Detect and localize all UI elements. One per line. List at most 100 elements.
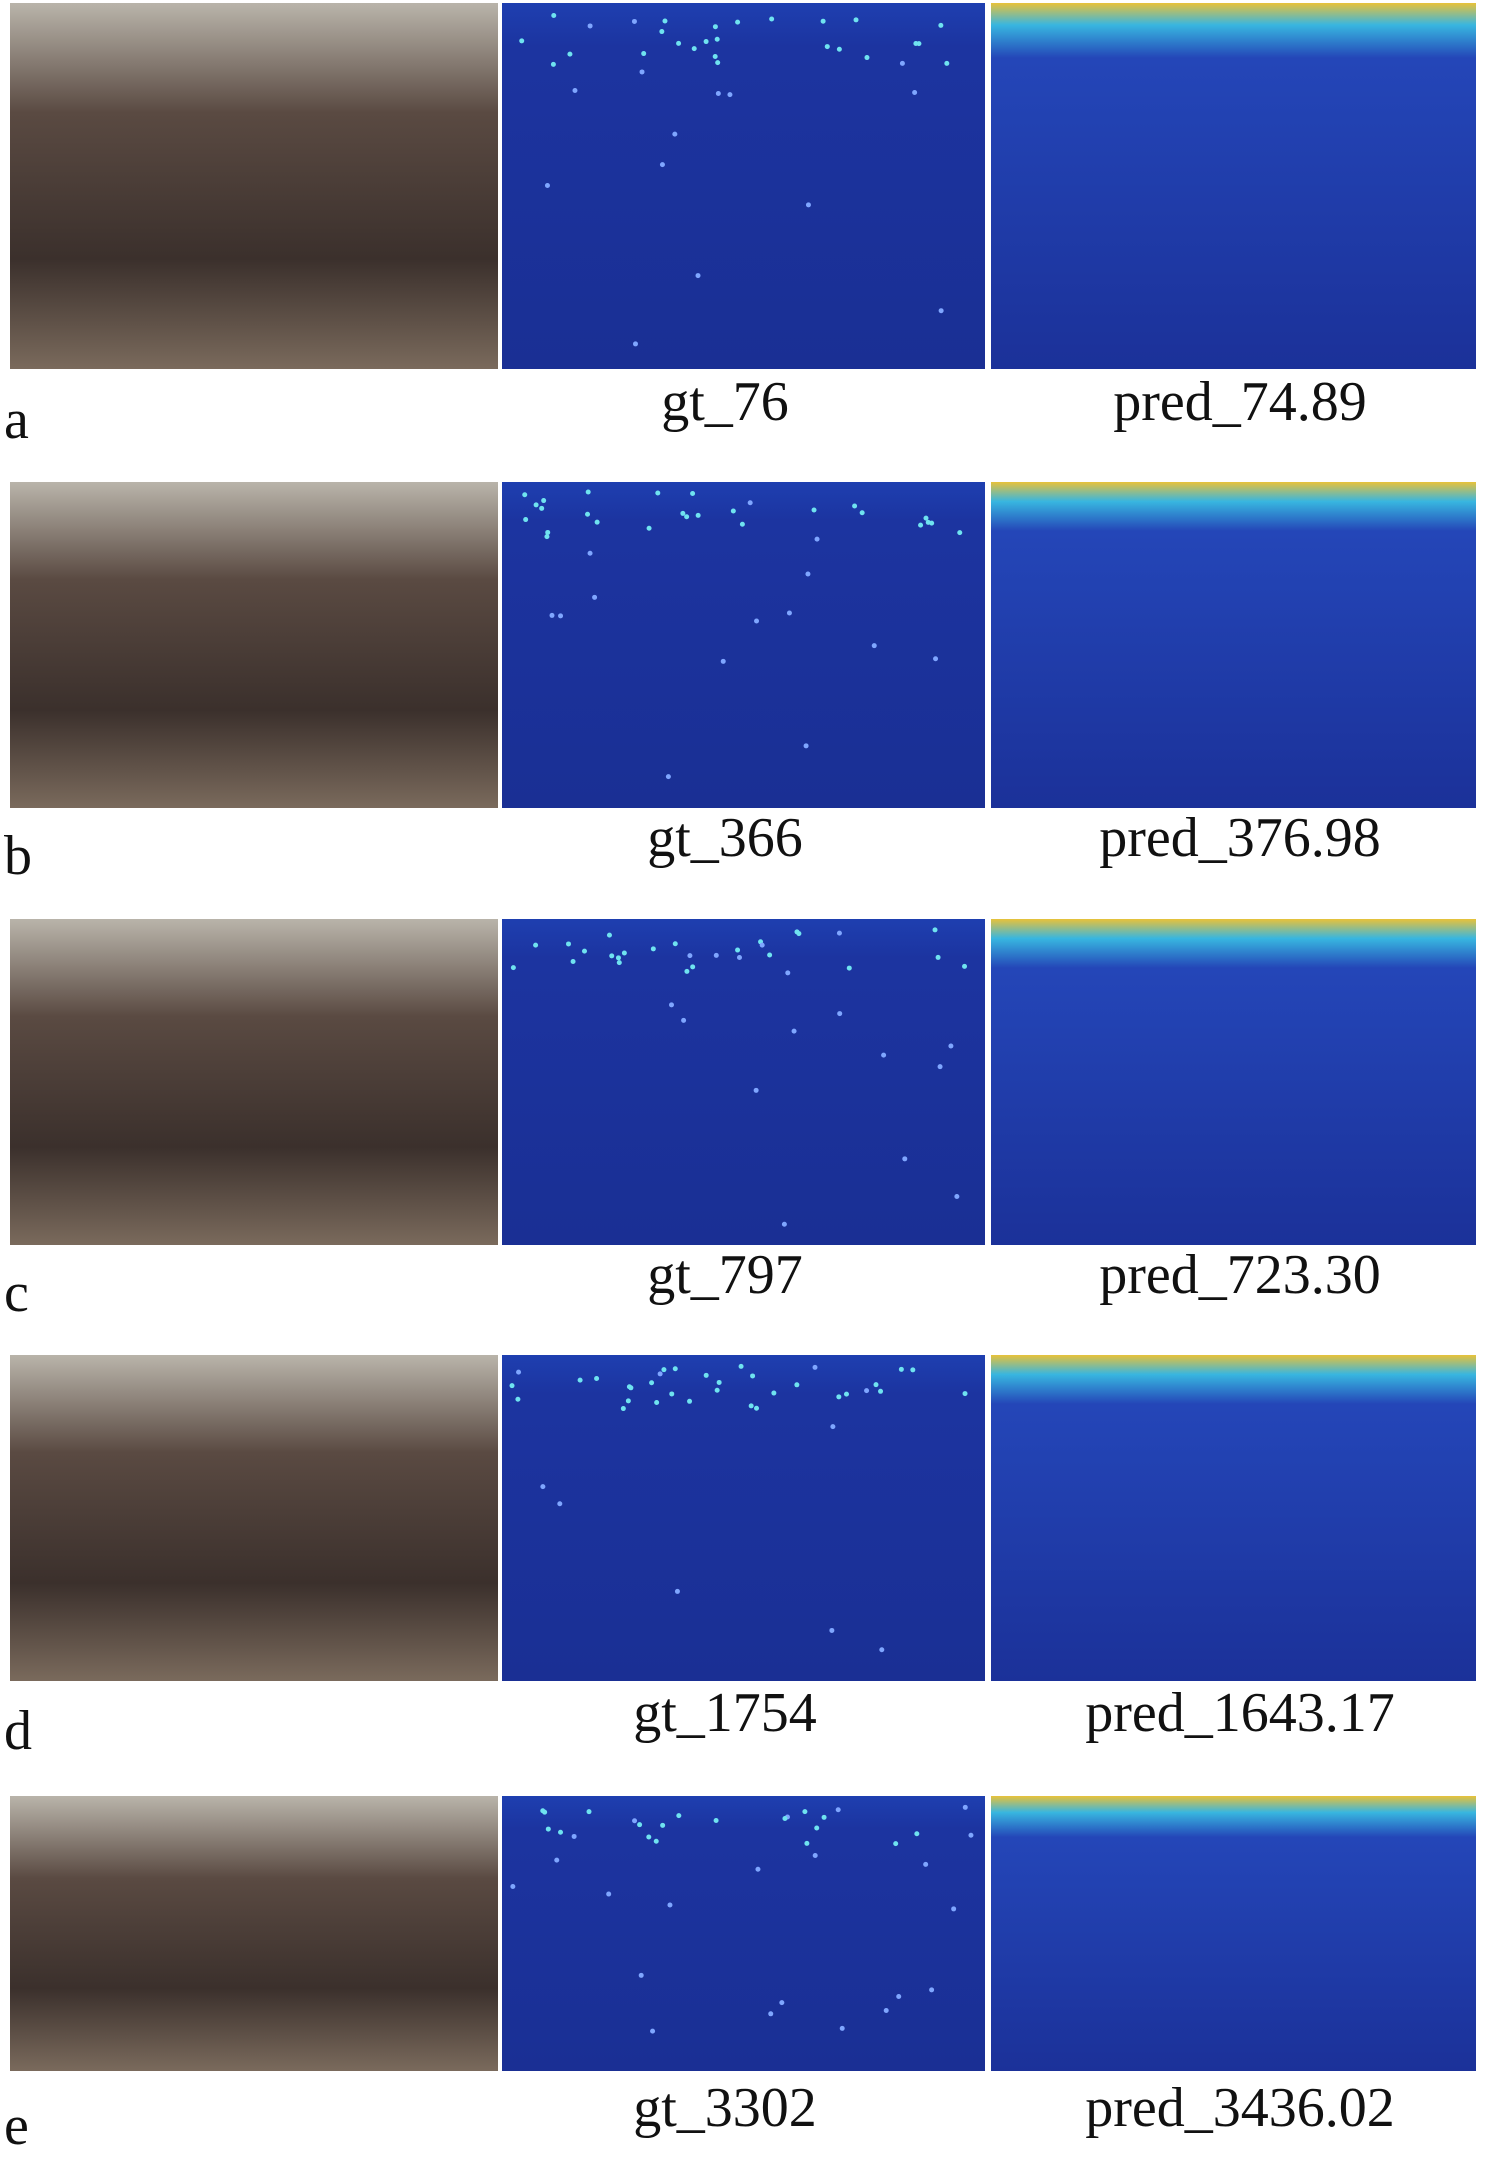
- density-dot: [660, 1822, 666, 1828]
- crowd-photo: [10, 1355, 498, 1681]
- density-dot: [545, 1826, 551, 1832]
- density-dot: [812, 1364, 818, 1370]
- density-dot: [730, 508, 736, 514]
- density-dot: [684, 514, 690, 520]
- density-dot: [523, 517, 529, 523]
- density-dot: [748, 1403, 754, 1409]
- density-dot: [549, 612, 555, 618]
- density-dot: [912, 90, 918, 96]
- density-dot: [878, 1388, 884, 1394]
- density-dot: [786, 610, 792, 616]
- density-dot: [837, 1011, 843, 1017]
- density-dot: [653, 1838, 659, 1844]
- density-dot: [616, 960, 622, 966]
- density-dot: [510, 965, 516, 971]
- density-dot: [570, 959, 576, 965]
- density-dot: [929, 520, 935, 526]
- prediction-map: [991, 482, 1476, 808]
- density-dot: [754, 1405, 760, 1411]
- predicted-count: pred_74.89: [1113, 371, 1367, 433]
- density-dot: [637, 1822, 643, 1828]
- density-dot: [735, 947, 741, 953]
- ground-truth-count: gt_76: [661, 371, 789, 433]
- density-dot: [750, 1373, 756, 1379]
- density-dot: [859, 510, 865, 516]
- density-dot: [962, 963, 968, 969]
- row-label: d: [4, 1700, 32, 1762]
- row-label: a: [4, 389, 29, 451]
- density-dot: [794, 929, 800, 935]
- density-dot: [881, 1052, 887, 1058]
- density-dot: [672, 131, 678, 137]
- density-dot: [681, 1017, 687, 1023]
- density-dot: [843, 1391, 849, 1397]
- crowd-photo: [10, 482, 498, 808]
- density-dot: [641, 51, 647, 57]
- density-dot: [662, 18, 668, 24]
- density-dot: [691, 46, 697, 52]
- density-dot: [910, 1367, 916, 1373]
- density-dot: [558, 1829, 564, 1835]
- density-dot: [594, 1376, 600, 1382]
- density-dot: [768, 2011, 774, 2017]
- density-dot: [824, 44, 830, 50]
- density-dot: [539, 505, 545, 511]
- ground-truth-count: gt_1754: [633, 1682, 817, 1744]
- density-dot: [814, 1825, 820, 1831]
- density-dot: [830, 1424, 836, 1430]
- density-dot: [544, 534, 550, 540]
- density-dot: [929, 1987, 935, 1993]
- density-dot: [659, 29, 665, 35]
- density-dot: [657, 1371, 663, 1377]
- density-dot: [669, 1391, 675, 1397]
- density-dot: [566, 941, 572, 947]
- density-dot: [716, 1379, 722, 1385]
- density-dot: [933, 656, 939, 662]
- density-dot: [923, 515, 929, 521]
- density-dot: [935, 954, 941, 960]
- density-dot: [672, 941, 678, 947]
- density-dot: [805, 202, 811, 208]
- density-dot: [594, 519, 600, 525]
- density-dot: [661, 1367, 667, 1373]
- density-dot: [779, 2000, 785, 2006]
- density-dot: [654, 1399, 660, 1405]
- density-dot: [540, 1484, 546, 1490]
- density-dot: [914, 1831, 920, 1837]
- density-dot: [735, 19, 741, 25]
- prediction-map: [991, 3, 1476, 369]
- density-dot: [968, 1832, 974, 1838]
- density-dot: [533, 502, 539, 508]
- density-dot: [864, 1388, 870, 1394]
- ground-truth-map: [502, 1796, 985, 2071]
- density-dot: [898, 1366, 904, 1372]
- density-dot: [879, 1647, 885, 1653]
- density-dot: [646, 525, 652, 531]
- density-dot: [571, 1833, 577, 1839]
- density-dot: [714, 1387, 720, 1393]
- prediction-map: [991, 1796, 1476, 2071]
- density-dot: [785, 970, 791, 976]
- density-dot: [769, 16, 775, 22]
- density-dot: [606, 1891, 612, 1897]
- density-dot: [509, 1383, 515, 1389]
- density-dot: [592, 594, 598, 600]
- density-dot: [672, 1366, 678, 1372]
- density-dot: [544, 182, 550, 188]
- density-dot: [540, 1808, 546, 1814]
- density-dot: [587, 550, 593, 556]
- density-dot: [957, 530, 963, 536]
- density-dot: [650, 946, 656, 952]
- crowd-photo: [10, 919, 498, 1245]
- density-dot: [899, 60, 905, 66]
- density-dot: [948, 1043, 954, 1049]
- density-dot: [714, 36, 720, 42]
- density-dot: [632, 341, 638, 347]
- density-dot: [541, 498, 547, 504]
- density-dot: [674, 1588, 680, 1594]
- density-dot: [567, 51, 573, 57]
- density-dot: [781, 1221, 787, 1227]
- density-dot: [585, 511, 591, 517]
- density-dot: [864, 55, 870, 61]
